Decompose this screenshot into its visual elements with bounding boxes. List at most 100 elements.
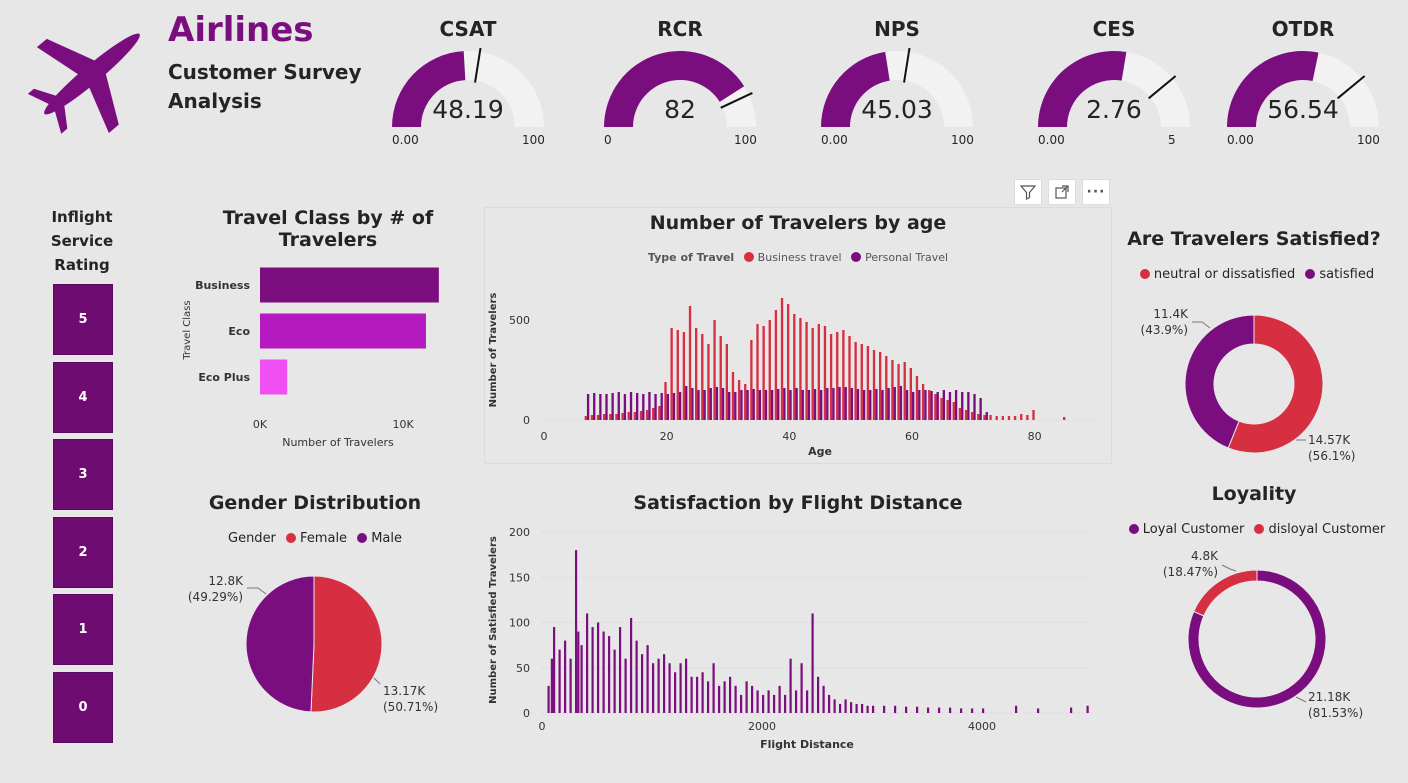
distance-bar	[773, 694, 776, 713]
bar-business	[903, 362, 906, 420]
leader-line	[1221, 564, 1237, 572]
bar-personal	[850, 388, 853, 420]
distance-bar	[668, 663, 671, 713]
legend-dot-female	[286, 533, 297, 543]
gauge-min-rcr: 0	[604, 133, 612, 147]
distance-bar	[817, 676, 820, 713]
distance-bar	[619, 627, 622, 713]
x-axis-title: Flight Distance	[760, 738, 854, 751]
more-options-icon[interactable]: ···	[1082, 179, 1110, 205]
bar-personal	[752, 389, 755, 420]
gauge-title-nps: NPS	[874, 17, 920, 41]
bar-business	[854, 342, 857, 420]
distance-bar	[861, 703, 864, 713]
distance-bar	[707, 681, 710, 713]
bar-personal	[942, 390, 945, 420]
rating-option-5[interactable]: 5	[53, 284, 113, 355]
distance-bar	[894, 705, 897, 713]
slice-value-label: 12.8K	[208, 574, 244, 588]
rating-option-1[interactable]: 1	[53, 594, 113, 666]
distance-title: Satisfaction by Flight Distance	[633, 492, 963, 514]
category-label: Eco Plus	[198, 371, 250, 384]
loyalty-slice-0	[1187, 569, 1327, 709]
bar-personal	[881, 390, 884, 420]
distance-bar	[564, 640, 567, 713]
age-legend-title: Type of Travel	[647, 251, 735, 264]
distance-bar	[641, 654, 644, 713]
bar-business	[885, 356, 888, 420]
distance-bar	[762, 694, 765, 713]
distance-bar	[1037, 708, 1040, 713]
rating-option-2[interactable]: 2	[53, 516, 113, 588]
bar-business	[915, 376, 919, 420]
satisfied-legend-0: neutral or dissatisfied	[1153, 267, 1296, 282]
distance-bar	[558, 649, 561, 713]
bar-business	[1026, 415, 1029, 420]
slice-value-label: 4.8K	[1191, 549, 1219, 563]
bar-business	[688, 306, 692, 420]
satisfied-slice-1	[1184, 314, 1255, 449]
bar-business	[1001, 416, 1004, 420]
distance-bar	[740, 694, 743, 713]
rating-option-0[interactable]: 0	[53, 672, 113, 743]
bar-personal	[795, 388, 798, 420]
bar-personal	[789, 390, 792, 420]
loyalty-legend-1: disloyal Customer	[1268, 522, 1386, 537]
slice-percent-label: (49.29%)	[188, 590, 243, 604]
bar-personal	[813, 389, 817, 420]
distance-bar	[591, 627, 594, 713]
gauge-min-nps: 0.00	[821, 133, 848, 147]
bar-business	[774, 310, 778, 420]
gauge-otdr	[1227, 50, 1379, 128]
bar-personal	[611, 393, 614, 420]
bar-personal	[887, 388, 890, 420]
distance-bar	[811, 613, 814, 713]
distance-bar	[547, 685, 550, 713]
filter-icon[interactable]	[1014, 179, 1042, 205]
gauge-value-ces: 2.76	[1086, 95, 1142, 124]
bar-business	[658, 406, 661, 420]
bar-business	[621, 413, 624, 420]
bar-personal	[758, 390, 761, 420]
bar-business	[909, 368, 912, 420]
y-axis-title: Number of Satisfied Travelers	[488, 536, 499, 704]
rating-option-3[interactable]: 3	[53, 439, 113, 511]
bar-eco-plus	[260, 359, 288, 395]
gender-legend-male: Male	[371, 531, 402, 546]
category-label: Business	[195, 279, 250, 292]
x-tick-label: 80	[1028, 430, 1042, 443]
leader-line	[1192, 321, 1211, 329]
distance-bar	[569, 658, 572, 713]
y-tick-label: 0	[523, 707, 530, 720]
focus-mode-icon[interactable]	[1048, 179, 1076, 205]
bar-personal	[691, 388, 694, 420]
distance-bar	[550, 658, 553, 713]
slice-percent-label: (81.53%)	[1308, 706, 1363, 720]
distance-bar	[652, 663, 655, 713]
bar-business	[756, 324, 759, 420]
page-subtitle: Customer Survey Analysis	[168, 60, 362, 113]
bar-business	[952, 402, 955, 420]
travelers-by-age-chart: 0 500 0 20 40 60 80 Age Number of Travelers	[488, 293, 1096, 458]
gauge-max-ces: 5	[1168, 133, 1176, 147]
bar-personal	[648, 392, 651, 420]
distance-bar	[844, 699, 847, 713]
distance-bar	[822, 685, 825, 713]
x-tick-label: 60	[905, 430, 919, 443]
distance-bar	[701, 672, 704, 713]
bar-personal	[777, 389, 780, 420]
distance-bar	[696, 676, 699, 713]
bar-personal	[660, 393, 663, 420]
bar-personal	[685, 386, 688, 420]
bar-personal	[740, 390, 743, 420]
gender-title: Gender Distribution	[208, 492, 422, 514]
bar-business	[989, 415, 992, 420]
legend-dot-loyal	[1128, 524, 1139, 534]
bar-personal	[642, 394, 645, 420]
legend-dot-male	[357, 533, 368, 543]
distance-bar	[723, 681, 726, 713]
bar-business	[701, 334, 704, 420]
rating-option-4[interactable]: 4	[53, 361, 113, 433]
bar-business	[1063, 417, 1066, 420]
bar-personal	[948, 392, 952, 420]
